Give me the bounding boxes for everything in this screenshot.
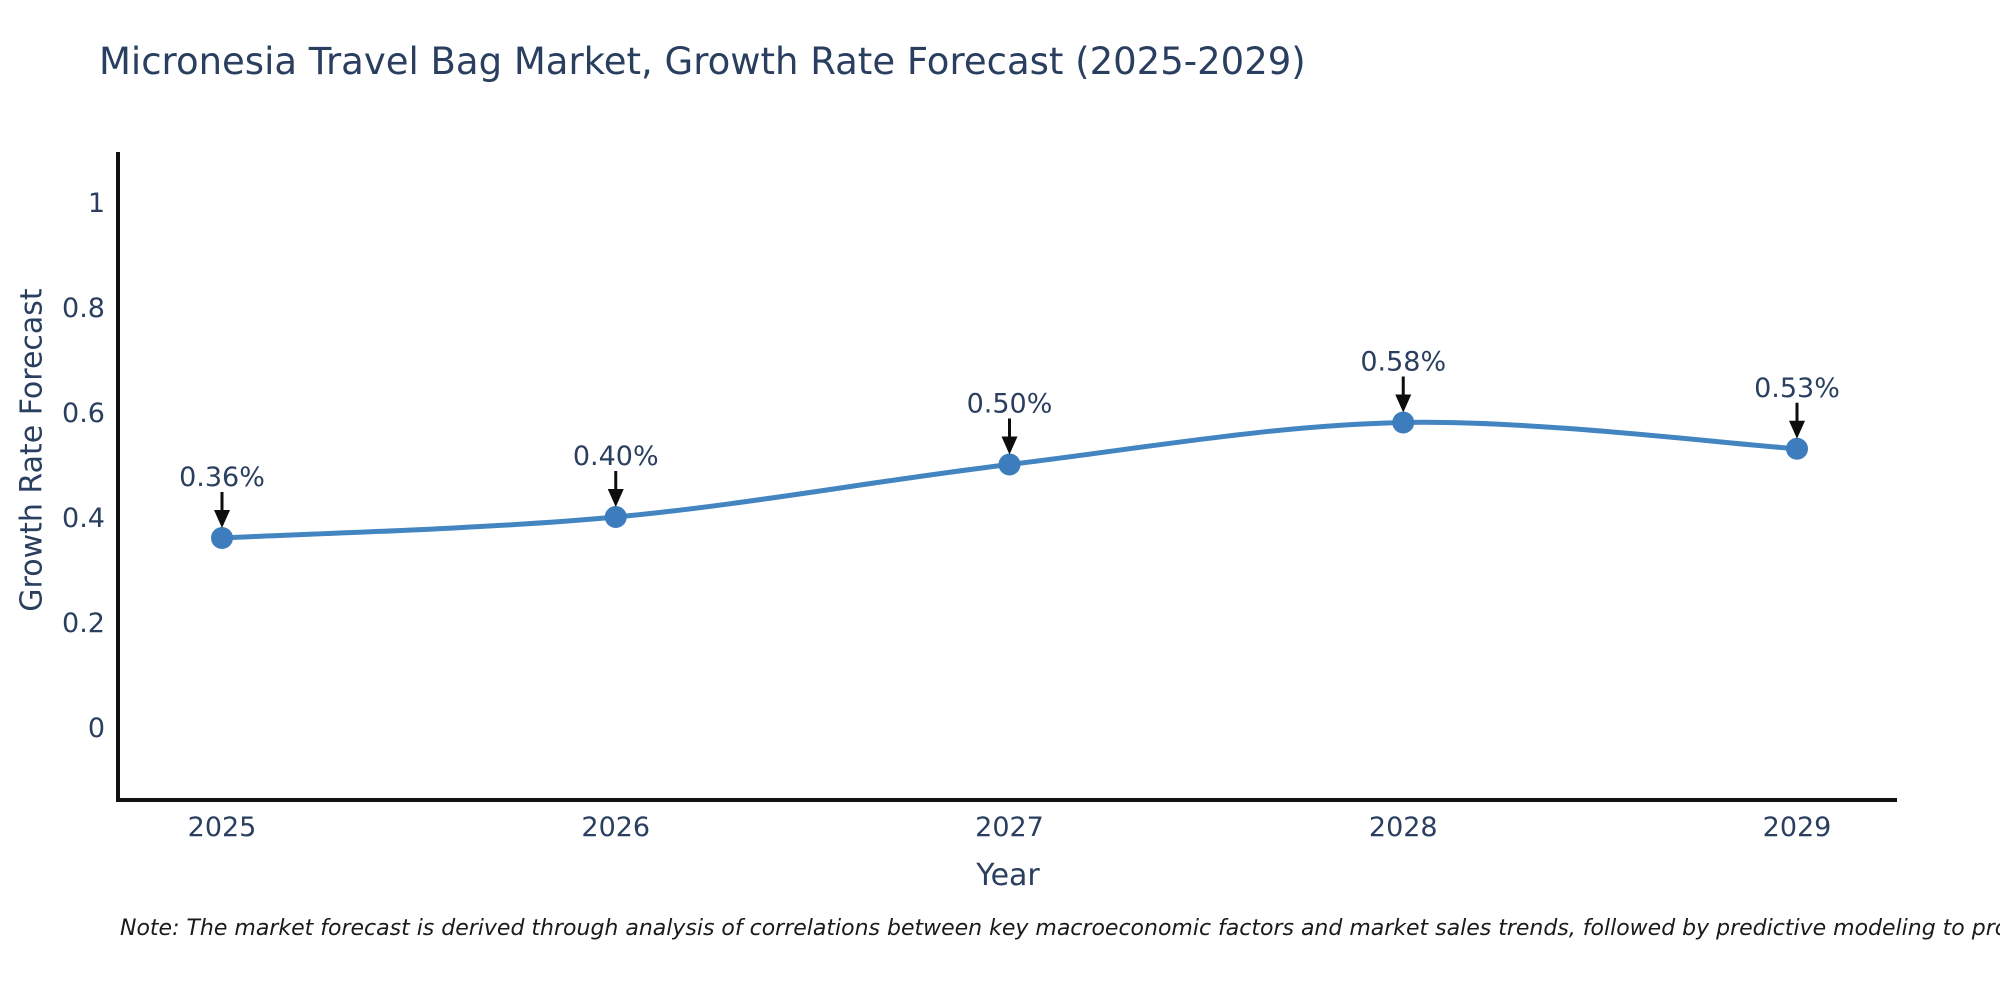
y-tick-label: 0.6 <box>62 398 105 429</box>
chart-title: Micronesia Travel Bag Market, Growth Rat… <box>99 40 1306 83</box>
y-tick-label: 0.8 <box>62 293 105 324</box>
data-point-label: 0.53% <box>1754 373 1840 404</box>
annotation-arrow-head <box>607 489 624 507</box>
annotation-arrow-head <box>214 510 230 528</box>
y-tick-label: 0 <box>88 713 105 744</box>
data-point-marker <box>604 506 627 528</box>
x-tick-label: 2028 <box>1369 812 1438 843</box>
data-point-label: 0.58% <box>1360 347 1446 378</box>
data-point-marker <box>1786 437 1808 460</box>
y-tick-label: 0.4 <box>62 503 105 534</box>
y-tick-label: 1 <box>88 188 105 219</box>
footnote: Note: The market forecast is derived thr… <box>120 916 2000 941</box>
data-point-label: 0.40% <box>573 441 659 472</box>
annotation-arrow-head <box>1395 394 1412 413</box>
y-tick-label: 0.2 <box>62 608 105 639</box>
data-point-marker <box>1392 411 1415 434</box>
x-tick-label: 2027 <box>975 812 1044 843</box>
x-tick-label: 2026 <box>581 812 650 843</box>
annotation-arrow-head <box>1001 436 1018 455</box>
data-point-marker <box>211 527 233 549</box>
x-axis-title: Year <box>976 858 1040 893</box>
y-axis-title: Growth Rate Forecast <box>14 288 50 612</box>
annotation-arrow-head <box>1789 420 1805 439</box>
data-point-label: 0.50% <box>967 389 1053 420</box>
x-tick-label: 2029 <box>1763 812 1832 843</box>
data-point-marker <box>998 453 1021 476</box>
data-point-label: 0.36% <box>179 462 265 493</box>
x-tick-label: 2025 <box>188 812 257 843</box>
